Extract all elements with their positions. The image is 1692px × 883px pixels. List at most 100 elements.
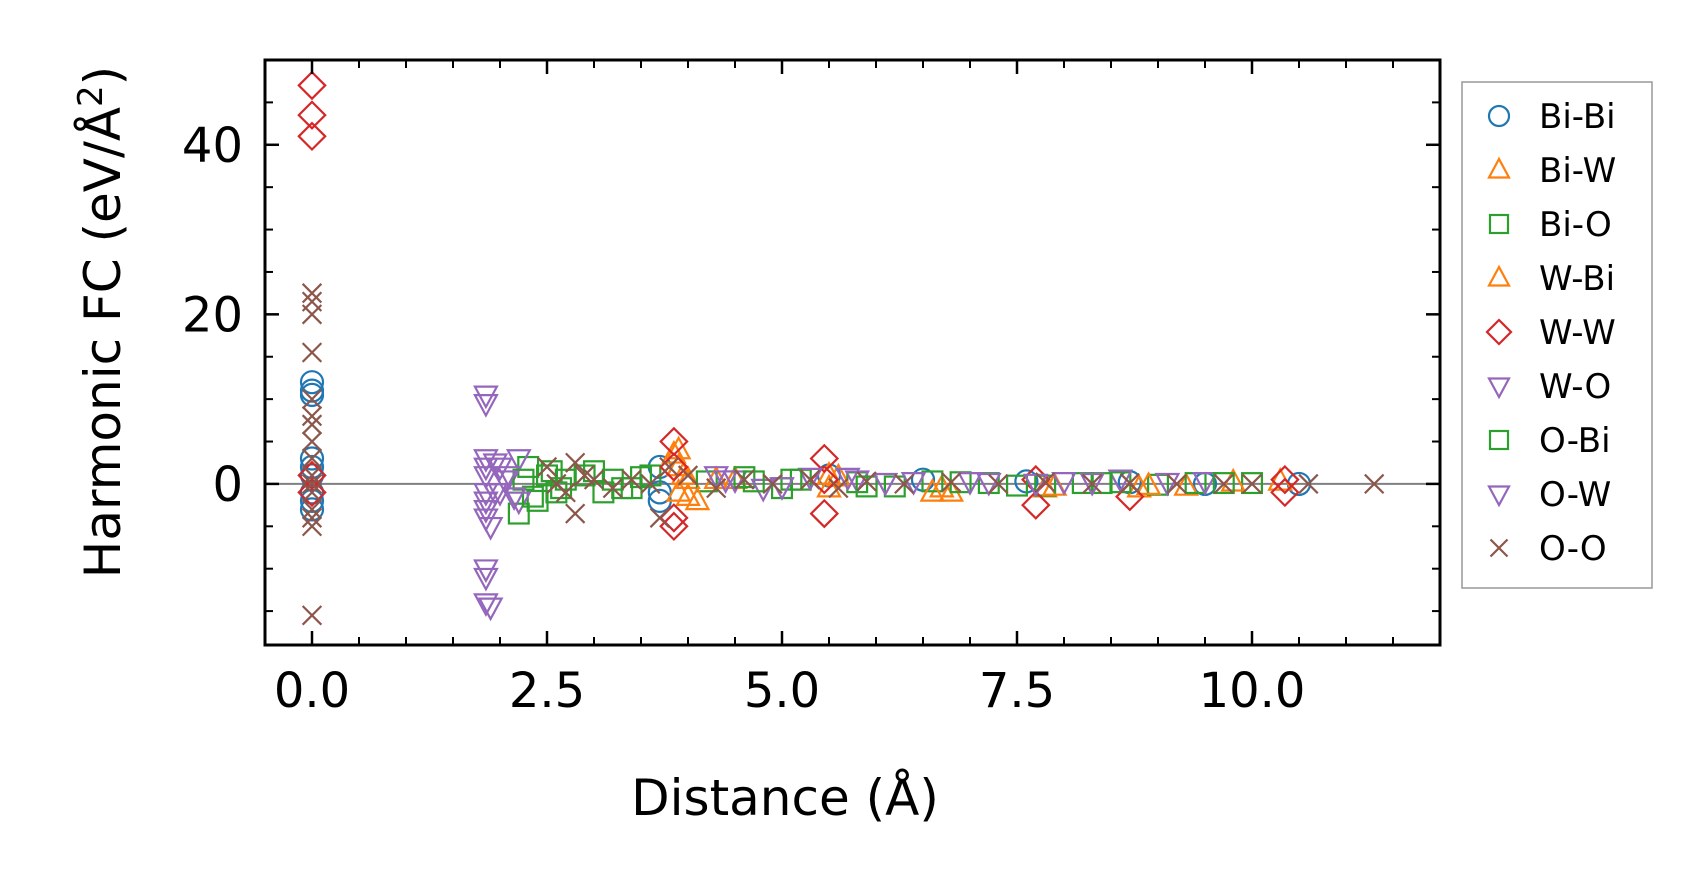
point-o-o <box>894 473 915 495</box>
point-w-o <box>473 559 499 584</box>
point-bi-w <box>675 465 701 490</box>
point-w-w <box>1021 490 1051 520</box>
point-o-bi <box>573 464 596 487</box>
point-o-o <box>301 405 323 427</box>
legend-item-o-bi: O-Bi <box>1488 421 1611 461</box>
y-axis-label-close: ) <box>74 66 132 86</box>
y-axis-label-main: Harmonic FC (eV/Å <box>74 107 132 578</box>
point-w-o <box>505 491 532 516</box>
legend-label: O-W <box>1539 475 1611 515</box>
point-o-o <box>301 482 323 503</box>
point-o-bi <box>1212 472 1235 495</box>
point-o-o <box>828 478 849 499</box>
y-axis-label: Harmonic FC (eV/Å2) <box>71 66 132 578</box>
series-w-w <box>297 70 1300 542</box>
point-w-w <box>809 498 840 529</box>
point-o-w <box>482 453 509 478</box>
point-o-o <box>640 473 661 495</box>
point-o-o <box>301 499 323 520</box>
x-tick-label: 2.5 <box>509 663 585 719</box>
point-o-o <box>1166 473 1187 495</box>
point-o-o <box>762 473 783 495</box>
point-w-o <box>487 457 513 482</box>
point-w-w <box>297 100 327 130</box>
point-o-o <box>301 304 323 325</box>
point-o-bi <box>780 468 803 491</box>
point-bi-o <box>507 502 530 525</box>
point-w-o <box>496 466 523 490</box>
point-o-o <box>301 414 323 435</box>
point-o-o <box>988 473 1009 495</box>
point-o-o <box>301 283 323 304</box>
legend-frame <box>1461 81 1653 589</box>
point-o-o <box>706 478 727 499</box>
point-o-o <box>649 507 670 528</box>
point-o-o <box>301 507 323 528</box>
point-o-bi <box>855 475 878 498</box>
legend-label: O-Bi <box>1539 421 1611 461</box>
legend-marker <box>1487 264 1511 287</box>
legend-marker <box>1488 213 1510 235</box>
series-o-o <box>301 283 1385 626</box>
x-axis-label: Distance (Å) <box>631 769 939 827</box>
point-w-o <box>900 472 927 496</box>
point-o-o <box>565 452 586 473</box>
legend-label: W-O <box>1539 367 1611 407</box>
point-w-w <box>297 70 327 101</box>
point-o-o <box>565 503 586 524</box>
point-w-o <box>975 472 1002 497</box>
point-o-o <box>555 482 576 503</box>
legend-marker <box>1487 377 1511 400</box>
legend-label: W-Bi <box>1539 259 1615 299</box>
point-bi-bi <box>299 382 325 407</box>
point-o-o <box>856 471 877 492</box>
point-o-o <box>1298 473 1319 495</box>
point-w-o <box>1192 472 1218 496</box>
point-w-o <box>473 394 499 418</box>
series-bi-bi <box>299 370 1312 522</box>
point-bi-w <box>1173 472 1200 496</box>
point-w-o <box>473 491 499 516</box>
legend-item-o-w: O-W <box>1487 475 1611 515</box>
x-tick-label: 7.5 <box>979 663 1055 719</box>
point-w-bi <box>919 477 946 502</box>
point-o-w <box>491 470 518 495</box>
plot-frame <box>263 58 1442 647</box>
legend-item-w-bi: W-Bi <box>1487 259 1615 299</box>
point-bi-bi <box>299 370 325 395</box>
y-tick-label: 20 <box>182 287 243 343</box>
x-tick-label: 5.0 <box>744 663 820 719</box>
point-w-o <box>473 499 499 524</box>
point-o-o <box>677 465 699 486</box>
legend-item-w-o: W-O <box>1487 367 1611 407</box>
legend-label: O-O <box>1539 529 1607 569</box>
point-o-o <box>301 605 323 626</box>
point-o-o <box>1213 473 1234 495</box>
point-o-o <box>536 456 558 478</box>
point-w-o <box>473 385 499 410</box>
point-o-o <box>659 456 680 478</box>
point-o-o <box>1119 472 1140 494</box>
legend-label: Bi-W <box>1539 151 1616 191</box>
point-o-o <box>301 389 323 410</box>
point-o-o <box>301 473 323 495</box>
point-o-w <box>482 483 509 507</box>
point-w-w <box>1270 477 1300 508</box>
point-o-o <box>301 448 323 469</box>
point-w-w <box>1270 464 1300 495</box>
legend-marker <box>1485 318 1513 346</box>
point-w-o <box>473 593 499 618</box>
x-tick-label: 0.0 <box>274 663 350 719</box>
point-bi-bi <box>299 497 325 522</box>
point-o-w <box>834 467 861 492</box>
point-bi-bi <box>299 446 325 471</box>
axis-ticks <box>264 60 1441 645</box>
point-w-o <box>1107 469 1134 494</box>
point-o-w <box>501 487 527 512</box>
point-o-o <box>301 431 323 452</box>
legend-marker <box>1488 429 1510 451</box>
y-tick-label: 0 <box>212 457 243 513</box>
point-o-o <box>1241 473 1263 495</box>
